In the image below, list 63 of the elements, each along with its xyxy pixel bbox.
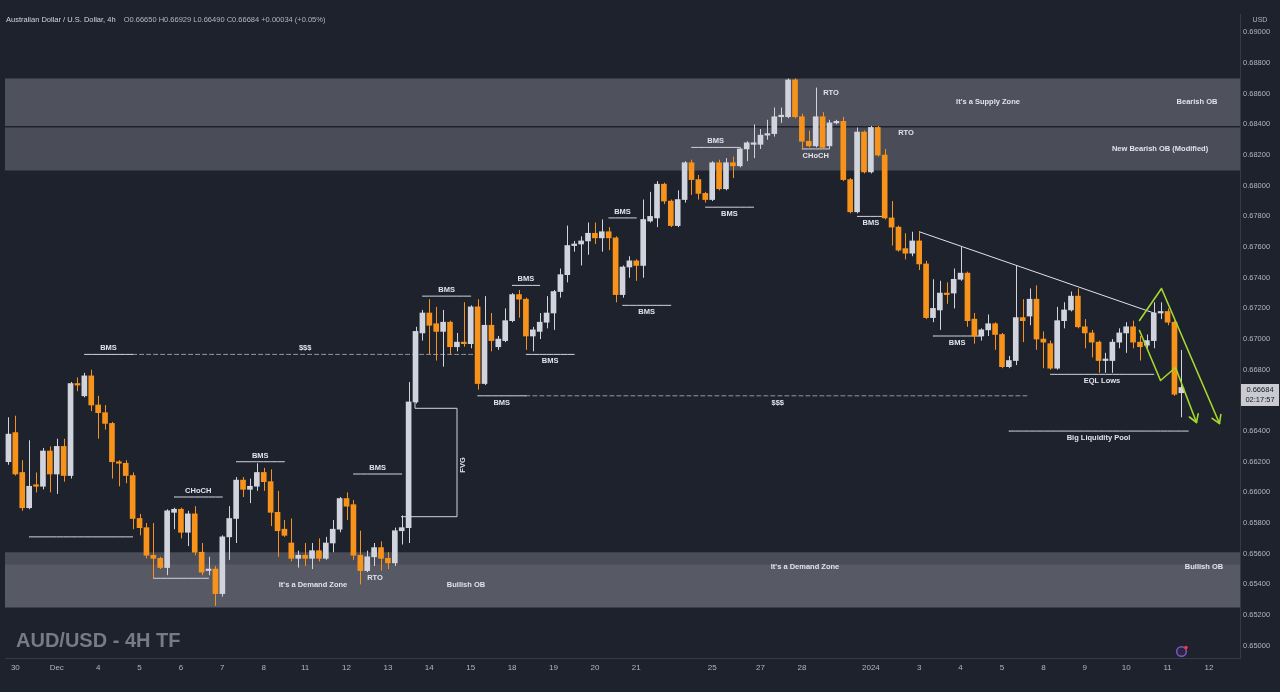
- x-tick-label: 11: [300, 663, 310, 672]
- candlestick: [178, 507, 184, 539]
- candlestick: [585, 222, 591, 256]
- candlestick: [1116, 327, 1123, 349]
- candlestick: [985, 314, 991, 337]
- x-tick-label: 28: [797, 663, 807, 672]
- text: AUD/USD - 4H TF: [16, 629, 181, 651]
- candlestick: [633, 258, 640, 282]
- x-tick-label: 25: [707, 663, 718, 672]
- x-tick-label: 8: [261, 663, 267, 672]
- candlestick: [240, 476, 246, 498]
- candlestick: [343, 491, 350, 521]
- candlestick: [185, 510, 191, 547]
- candlestick: [309, 542, 315, 570]
- candlestick: [1137, 335, 1143, 362]
- candlestick: [322, 536, 329, 561]
- candlestick: [47, 445, 53, 493]
- candlestick: [454, 332, 460, 352]
- x-tick-label: 21: [631, 663, 642, 672]
- candlestick: [598, 218, 605, 253]
- x-tick-label: 15: [466, 663, 476, 672]
- candlestick: [316, 537, 322, 562]
- x-tick-label: 30: [10, 663, 21, 672]
- candlestick: [688, 159, 695, 196]
- x-tick-label: 13: [383, 663, 393, 672]
- candlestick: [1068, 291, 1074, 312]
- x-tick-label: Dec: [49, 663, 64, 672]
- candlestick: [661, 182, 667, 205]
- x-tick-label: 27: [756, 663, 766, 672]
- x-tick-label: 3: [916, 663, 922, 672]
- candlestick: [26, 439, 32, 510]
- candlestick: [33, 471, 39, 493]
- x-tick-label: 9: [1082, 663, 1088, 672]
- candlestick: [916, 231, 923, 271]
- x-tick-label: 20: [590, 663, 600, 672]
- candlestick: [440, 309, 446, 368]
- candlestick: [730, 156, 736, 179]
- x-tick-label: 12: [1204, 663, 1214, 672]
- x-tick-label: 2024: [861, 663, 881, 672]
- candlestick: [943, 281, 950, 305]
- x-tick-label: 4: [958, 663, 964, 672]
- candlestick: [1019, 298, 1026, 343]
- candlestick: [902, 232, 909, 260]
- x-tick-label: 14: [424, 663, 435, 672]
- candlestick: [909, 231, 916, 257]
- candlestick: [302, 542, 308, 567]
- x-tick-label: 7: [220, 663, 226, 672]
- candlestick: [605, 226, 612, 251]
- x-tick-label: 12: [342, 663, 352, 672]
- x-tick-label: 18: [507, 663, 518, 672]
- candlestick: [592, 222, 598, 245]
- candlestick: [460, 301, 467, 348]
- x-tick-label: 11: [1163, 663, 1173, 672]
- x-tick-label: 10: [1121, 663, 1132, 672]
- x-tick-label: 5: [137, 663, 143, 672]
- candlestick: [1123, 321, 1129, 354]
- x-tick-label: 6: [178, 663, 184, 672]
- x-tick-label: 8: [1041, 663, 1047, 672]
- x-tick-label: 5: [999, 663, 1005, 672]
- candlestick: [1130, 320, 1136, 349]
- x-tick-label: 19: [549, 663, 559, 672]
- candlestick: [288, 517, 295, 562]
- x-tick-label: 4: [95, 663, 101, 672]
